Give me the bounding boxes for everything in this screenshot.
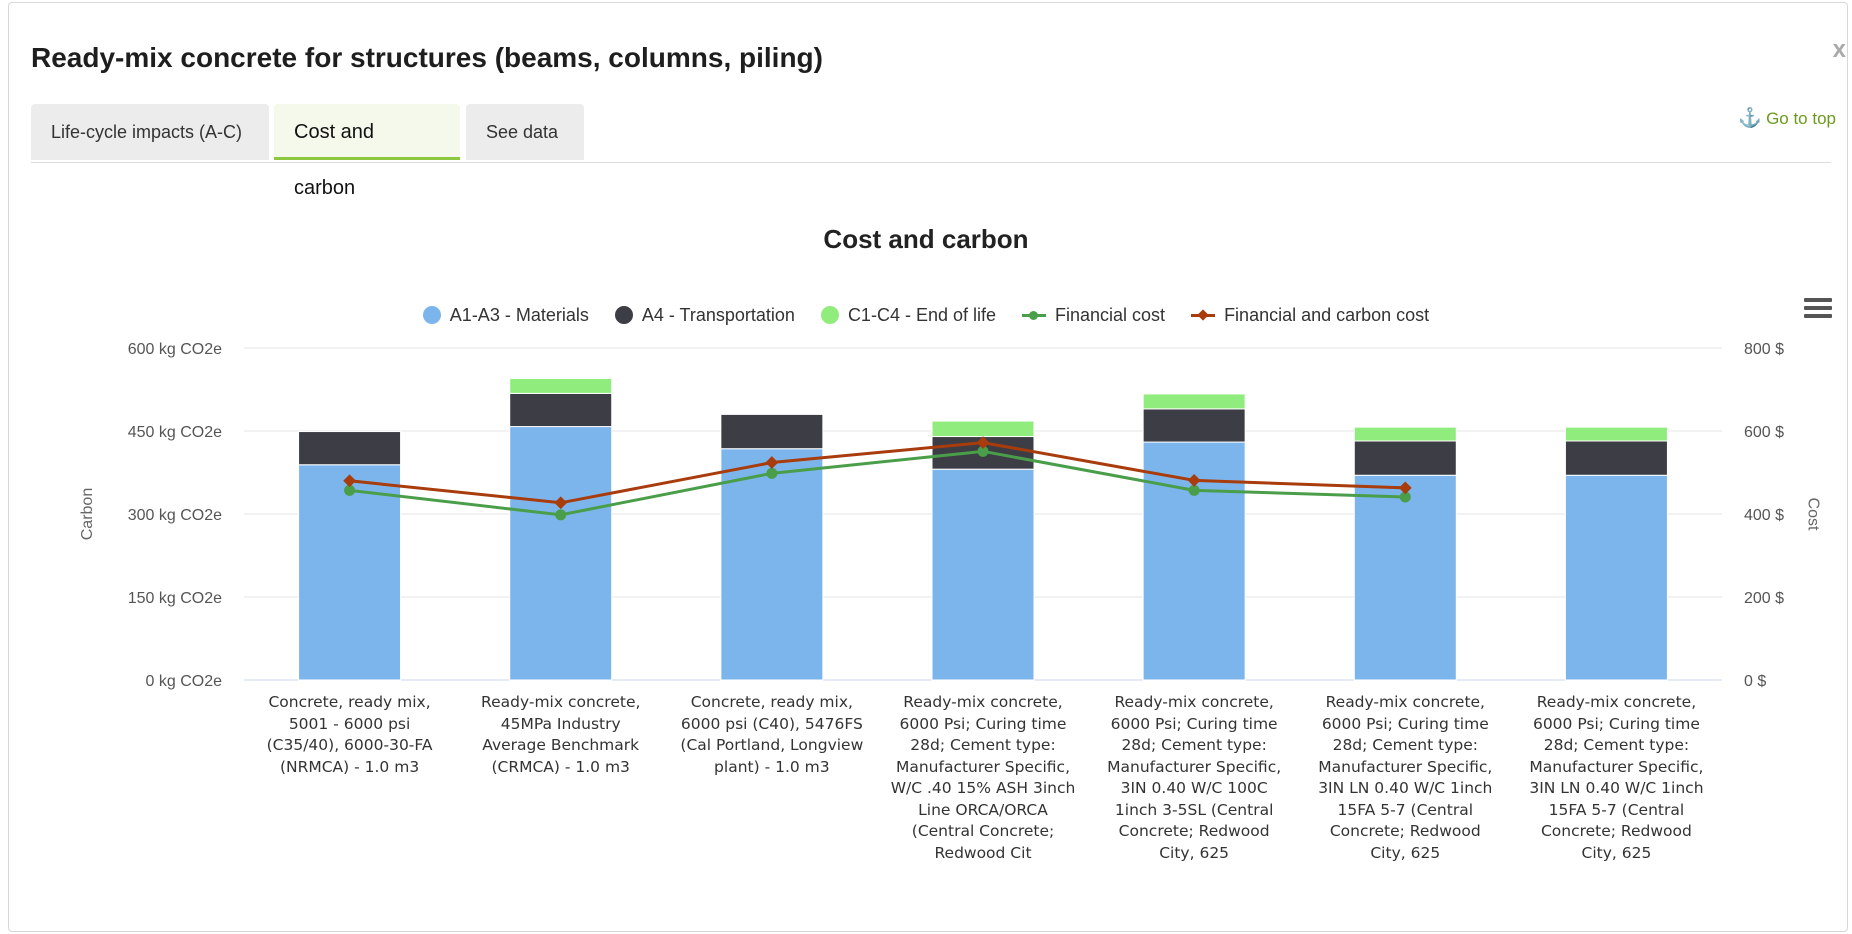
y-axis-title: Carbon: [79, 487, 97, 541]
legend-symbol: [614, 306, 633, 324]
x-tick-label-line: Concrete, ready mix,: [690, 693, 853, 711]
x-tick-label-line: 28d; Cement type:: [1332, 736, 1478, 754]
x-tick-label: Ready-mix concrete, 45MPa Industry Average…: [461, 692, 661, 778]
chart-legend: A1-A3 - Materials A4 - Transportation C1…: [0, 300, 1852, 330]
go-to-top-link[interactable]: ⚓ Go to top: [1738, 106, 1836, 130]
x-tick-label-line: City, 625: [1581, 843, 1652, 862]
x-tick-label-line: Concrete; Redwood: [1540, 822, 1692, 840]
tab-see-data[interactable]: See data: [466, 104, 584, 160]
x-tick-label-line: Manufacturer Specific,: [1529, 757, 1704, 776]
y-axis-right-title: Cost: [1804, 497, 1822, 531]
x-tick-label-line: Ready-mix concrete,: [481, 693, 641, 711]
legend-item-financial-cost[interactable]: Financial cost: [1022, 305, 1165, 326]
x-tick-label-line: 15FA 5-7 (Central: [1337, 800, 1474, 819]
legend-item-materials[interactable]: A1-A3 - Materials: [422, 304, 589, 326]
x-tick-label-line: 6000 Psi; Curing time: [1321, 714, 1489, 733]
x-tick-label-line: Ready-mix concrete,: [1114, 693, 1274, 711]
x-tick-label: Concrete, ready mix, 6000 psi (C40), 5476…: [672, 692, 872, 778]
anchor-icon: ⚓: [1738, 108, 1763, 129]
x-tick-label-line: Ready-mix concrete,: [1536, 693, 1697, 711]
x-tick-label-line: Manufacturer Specific,: [1318, 757, 1493, 776]
x-tick-label-line: Concrete; Redwood: [1329, 822, 1481, 840]
legend-item-financial-carbon-cost[interactable]: Financial and carbon cost: [1191, 305, 1429, 326]
x-tick-label-line: 6000 psi (C40), 5476FS: [680, 714, 863, 733]
tab-bar: Life-cycle impacts (A-C) Cost and carbon…: [31, 104, 1831, 199]
x-tick-label-line: 28d; Cement type:: [1121, 736, 1267, 754]
x-tick-label-line: (CRMCA) - 1.0 m3: [491, 757, 630, 776]
x-tick-label-line: Manufacturer Specific,: [1107, 757, 1282, 776]
tab-life-cycle-impacts[interactable]: Life-cycle impacts (A-C): [31, 104, 269, 160]
page-title: Ready-mix concrete for structures (beams…: [31, 42, 823, 73]
legend-symbol: [820, 306, 839, 324]
x-tick-label-line: 28d; Cement type:: [1543, 736, 1690, 754]
legend-label: Financial cost: [1055, 304, 1166, 325]
x-tick-label-line: Ready-mix concrete,: [1325, 693, 1485, 711]
x-tick-label-line: 5001 - 6000 psi: [288, 714, 411, 733]
go-to-top-label: Go to top: [1766, 109, 1836, 128]
legend-label: C1-C4 - End of life: [847, 304, 996, 325]
x-tick-label-line: 3IN 0.40 W/C 100C: [1120, 779, 1268, 797]
legend-label: Financial and carbon cost: [1224, 304, 1430, 325]
x-tick-label-line: W/C .40 15% ASH 3inch: [890, 779, 1076, 797]
legend-symbol: [1191, 308, 1216, 321]
x-tick-label-line: Manufacturer Specific,: [895, 757, 1071, 776]
x-tick-label: Ready-mix concrete, 6000 Psi; Curing time…: [883, 692, 1083, 864]
tab-cost-and-carbon[interactable]: Cost and carbon: [274, 104, 460, 199]
x-tick-label-line: plant) - 1.0 m3: [714, 757, 830, 776]
x-tick-label-line: Concrete, ready mix,: [268, 693, 431, 711]
x-tick-label-line: (NRMCA) - 1.0 m3: [279, 757, 420, 776]
x-tick-label-line: 6000 Psi; Curing time: [1532, 714, 1700, 733]
x-tick-label-line: 6000 Psi; Curing time: [899, 714, 1067, 733]
x-tick-label-line: (C35/40), 6000-30-FA: [266, 736, 433, 754]
x-tick-label-line: Concrete; Redwood: [1118, 822, 1270, 840]
x-tick-label-line: 6000 Psi; Curing time: [1110, 714, 1278, 733]
legend-item-transportation[interactable]: A4 - Transportation: [614, 304, 795, 326]
x-tick-label-line: (Central Concrete;: [911, 822, 1055, 840]
close-button[interactable]: x: [1832, 36, 1846, 63]
chart-menu-icon[interactable]: [1804, 298, 1832, 322]
x-tick-label-line: Ready-mix concrete,: [903, 693, 1063, 711]
legend-label: A4 - Transportation: [641, 304, 795, 325]
x-tick-label: Ready-mix concrete, 6000 Psi; Curing time…: [1094, 692, 1294, 864]
x-tick-label-line: 1inch 3-5SL (Central: [1114, 800, 1274, 819]
x-tick-label-line: 28d; Cement type:: [910, 736, 1056, 754]
legend-label: A1-A3 - Materials: [449, 304, 589, 325]
x-tick-label: Ready-mix concrete, 6000 Psi; Curing time…: [1516, 692, 1716, 864]
x-tick-label: Concrete, ready mix, 5001 - 6000 psi (C35/…: [250, 692, 450, 778]
x-tick-label-line: 15FA 5-7 (Central: [1548, 800, 1685, 819]
legend-symbol: [422, 306, 441, 324]
legend-symbol: [1022, 310, 1046, 320]
x-tick-label-line: Line ORCA/ORCA: [918, 800, 1048, 819]
x-tick-label-line: City, 625: [1159, 843, 1230, 862]
x-tick-label-line: Redwood Cit: [934, 843, 1032, 862]
x-tick-label-line: (Cal Portland, Longview: [680, 736, 864, 754]
x-tick-label-line: 3IN LN 0.40 W/C 1inch: [1318, 779, 1493, 797]
x-tick-label-line: 45MPa Industry: [500, 714, 621, 733]
legend-item-end-of-life[interactable]: C1-C4 - End of life: [820, 304, 996, 326]
x-tick-label: Ready-mix concrete, 6000 Psi; Curing time…: [1305, 692, 1505, 864]
x-tick-label-line: Average Benchmark: [482, 736, 640, 754]
x-tick-label-line: 3IN LN 0.40 W/C 1inch: [1529, 779, 1704, 797]
x-tick-label-line: City, 625: [1370, 843, 1441, 862]
chart-title: Cost and carbon: [823, 224, 1029, 254]
